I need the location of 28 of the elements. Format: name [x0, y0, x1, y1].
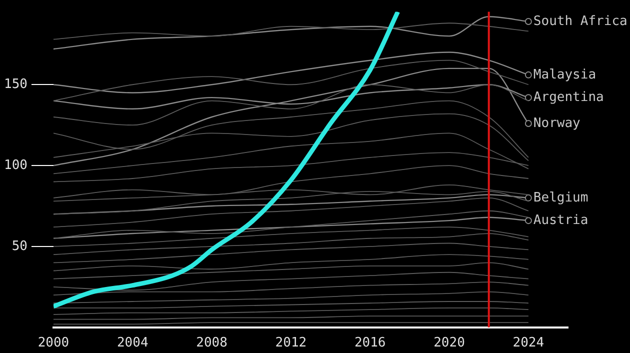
series-label: Belgium — [533, 190, 588, 206]
line-series — [53, 165, 529, 198]
x-tick-label: 2016 — [354, 336, 386, 351]
x-tick-label: 2000 — [38, 336, 70, 351]
line-series — [53, 22, 529, 40]
y-tick-label: 50 — [12, 238, 28, 254]
line-series — [53, 254, 529, 272]
series-label: Argentina — [533, 90, 604, 105]
x-tick-label: 2012 — [275, 336, 307, 351]
series-label: South Africa — [533, 14, 628, 29]
y-tick-label: 150 — [4, 77, 28, 92]
x-tick-label: 2024 — [512, 336, 544, 351]
line-series — [53, 301, 529, 308]
line-series — [53, 308, 529, 315]
line-series — [53, 60, 529, 102]
line-series — [53, 262, 529, 280]
line-series — [53, 197, 529, 228]
y-tick-label: 100 — [4, 158, 28, 173]
series-label: Malaysia — [533, 67, 596, 82]
x-tick-label: 2008 — [196, 336, 228, 351]
x-tick-label: 2004 — [116, 336, 148, 351]
line-series — [53, 100, 529, 158]
series-label: Austria — [533, 212, 588, 228]
line-series — [53, 291, 529, 304]
series-label: Norway — [533, 116, 581, 131]
line-series — [53, 242, 529, 264]
x-tick-label: 2020 — [434, 336, 465, 351]
line-series — [53, 12, 400, 309]
